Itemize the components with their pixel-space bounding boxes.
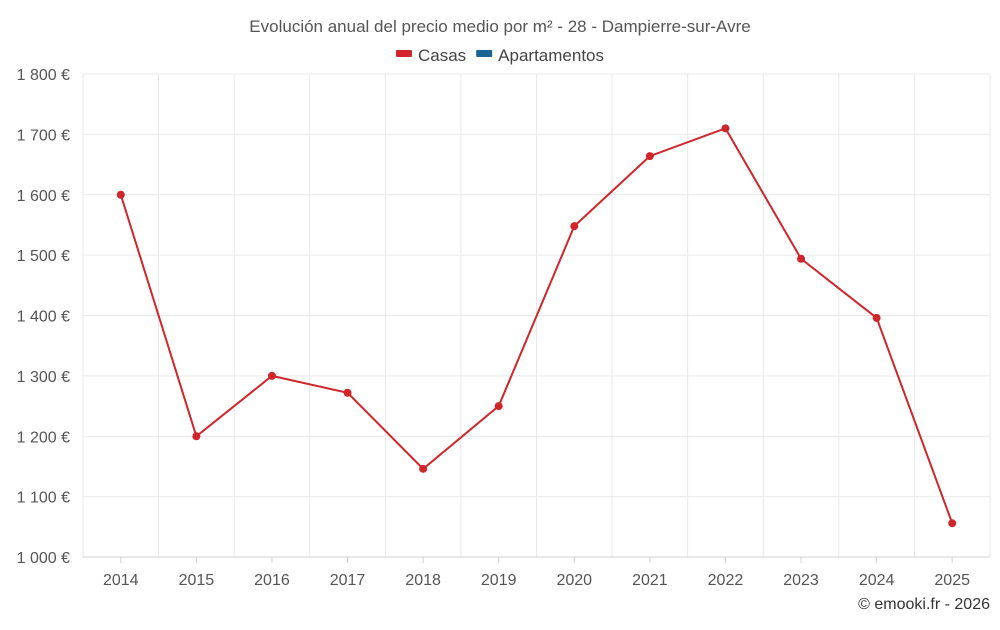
x-axis-ticks: 2014 2015 2016 2017 2018 2019 2020 2021 2022 2023… [103,557,970,589]
y-axis-ticks: 1 000 € 1 100 € 1 200 € 1 300 € 1 400 € 1 500… [17,67,70,567]
x-tick-label: 2018 [405,572,441,589]
y-tick-label: 1 100 € [17,490,70,507]
legend: Casas Apartamentos [395,46,604,65]
x-tick-label: 2017 [330,572,366,589]
legend-label: Casas [418,46,466,65]
data-point [419,464,428,473]
x-tick-label: 2025 [934,572,970,589]
legend-swatch [395,50,412,57]
y-tick-label: 1 400 € [17,309,70,326]
series-layer [116,124,957,528]
x-tick-label: 2021 [632,572,668,589]
x-tick-label: 2024 [859,572,895,589]
y-tick-label: 1 300 € [17,369,70,386]
data-point [721,124,730,133]
y-tick-label: 1 600 € [17,188,70,205]
grid [82,73,991,558]
y-tick-label: 1 700 € [17,127,70,144]
x-tick-label: 2020 [556,572,592,589]
data-point [116,190,125,199]
y-tick-label: 1 500 € [17,248,70,265]
credit-text: © emooki.fr - 2026 [858,596,990,613]
data-point [948,519,957,528]
data-point [267,371,276,380]
data-point [797,254,806,263]
data-point [570,222,579,231]
data-point [872,313,881,322]
data-point [645,152,654,161]
y-tick-label: 1 800 € [17,67,70,84]
y-tick-label: 1 000 € [17,550,70,567]
legend-swatch [476,50,493,57]
data-point [494,402,503,411]
chart-title: Evolución anual del precio medio por m² … [249,17,750,36]
y-tick-label: 1 200 € [17,429,70,446]
legend-label: Apartamentos [498,46,604,65]
x-tick-label: 2022 [708,572,744,589]
data-point [343,388,352,397]
x-tick-label: 2016 [254,572,290,589]
x-tick-label: 2015 [179,572,215,589]
data-point [192,432,201,441]
x-tick-label: 2014 [103,572,139,589]
series-line-casas [119,127,954,524]
x-tick-label: 2019 [481,572,517,589]
x-tick-label: 2023 [783,572,819,589]
